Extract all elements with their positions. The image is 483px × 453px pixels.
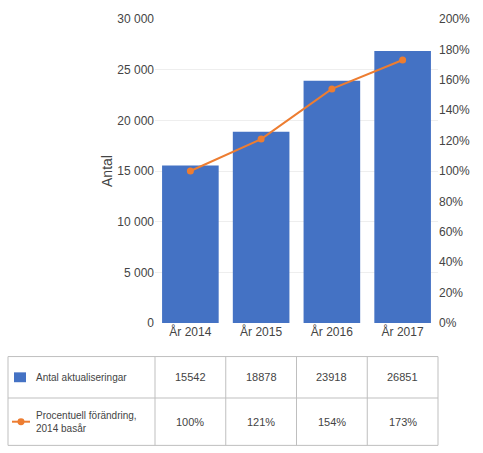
svg-text:120%: 120% — [439, 134, 470, 148]
svg-text:25 000: 25 000 — [117, 63, 154, 77]
svg-text:200%: 200% — [439, 12, 470, 26]
svg-text:År 2017: År 2017 — [382, 324, 424, 339]
svg-text:20%: 20% — [439, 286, 463, 300]
svg-text:140%: 140% — [439, 103, 470, 117]
svg-text:Procentuell förändring,2014 ba: Procentuell förändring,2014 basår — [36, 410, 137, 434]
svg-text:15542: 15542 — [175, 371, 206, 383]
svg-text:100%: 100% — [176, 416, 204, 428]
svg-text:23918: 23918 — [316, 371, 347, 383]
svg-text:0%: 0% — [439, 316, 457, 330]
svg-text:20 000: 20 000 — [117, 114, 154, 128]
svg-text:År 2016: År 2016 — [311, 324, 353, 339]
svg-text:15 000: 15 000 — [117, 164, 154, 178]
svg-text:År 2015: År 2015 — [240, 324, 282, 339]
svg-text:30 000: 30 000 — [117, 12, 154, 26]
svg-text:26851: 26851 — [387, 371, 418, 383]
svg-text:173%: 173% — [389, 416, 417, 428]
svg-text:154%: 154% — [318, 416, 346, 428]
svg-text:40%: 40% — [439, 255, 463, 269]
svg-text:18878: 18878 — [246, 371, 277, 383]
svg-text:160%: 160% — [439, 73, 470, 87]
svg-text:180%: 180% — [439, 43, 470, 57]
svg-text:121%: 121% — [247, 416, 275, 428]
svg-text:Antal: Antal — [99, 155, 115, 187]
svg-text:60%: 60% — [439, 225, 463, 239]
svg-text:80%: 80% — [439, 195, 463, 209]
svg-text:5 000: 5 000 — [124, 266, 154, 280]
svg-text:0: 0 — [147, 316, 154, 330]
svg-text:100%: 100% — [439, 164, 470, 178]
svg-text:Antal aktualiseringar: Antal aktualiseringar — [36, 372, 127, 383]
svg-text:10 000: 10 000 — [117, 215, 154, 229]
svg-text:År 2014: År 2014 — [169, 324, 211, 339]
